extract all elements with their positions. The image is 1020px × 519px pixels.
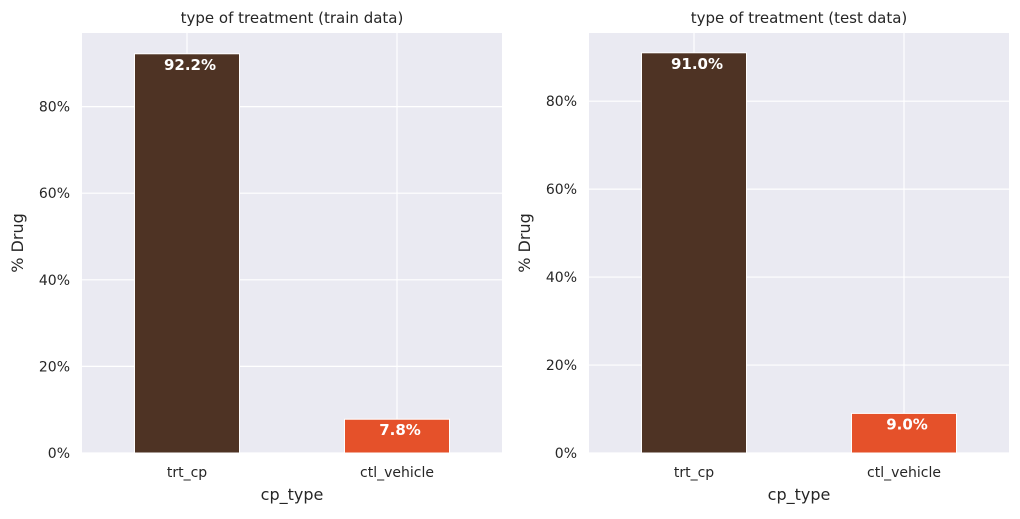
data-label: 9.0% [886, 415, 928, 433]
y-tick-label: 20% [546, 358, 577, 374]
y-tick-label: 0% [48, 446, 70, 462]
y-ticks-test: 0% 20% 40% 60% 80% [546, 94, 577, 462]
data-label: 91.0% [671, 55, 723, 73]
bar-trt-cp [641, 52, 747, 454]
bar-ctl-vehicle [851, 412, 957, 454]
x-ticks-train: trt_cp ctl_vehicle [167, 465, 434, 481]
y-tick-label: 0% [555, 446, 577, 462]
subplot-train: 0% 20% 40% 60% 80% trt_cp ctl_vehicle 92.2% 7.… [8, 9, 502, 505]
x-axis-label-train: cp_type [261, 485, 324, 505]
y-tick-label: 40% [39, 273, 70, 289]
y-tick-label: 60% [546, 182, 577, 198]
y-tick-label: 60% [39, 186, 70, 202]
y-tick-label: 40% [546, 270, 577, 286]
x-tick-label: trt_cp [674, 465, 714, 481]
bars-train [134, 53, 450, 454]
data-label: 7.8% [379, 421, 421, 439]
y-ticks-train: 0% 20% 40% 60% 80% [39, 100, 70, 462]
x-axis-label-test: cp_type [768, 485, 831, 505]
y-axis-label-train: % Drug [8, 213, 27, 272]
bar-ctl-vehicle [344, 418, 450, 454]
y-axis-label-test: % Drug [515, 213, 534, 272]
chart-title-train: type of treatment (train data) [181, 9, 404, 27]
x-tick-label: trt_cp [167, 465, 207, 481]
y-tick-label: 80% [39, 100, 70, 116]
bar-labels-train: 92.2% 7.8% [164, 56, 421, 439]
subplot-test: 0% 20% 40% 60% 80% trt_cp ctl_vehicle 91.0% 9.… [515, 9, 1009, 505]
bar-trt-cp [134, 53, 240, 454]
y-tick-label: 80% [546, 94, 577, 110]
data-label: 92.2% [164, 56, 216, 74]
x-tick-label: ctl_vehicle [360, 465, 434, 481]
y-tick-label: 20% [39, 359, 70, 375]
chart-title-test: type of treatment (test data) [691, 9, 908, 27]
x-tick-label: ctl_vehicle [867, 465, 941, 481]
bar-labels-test: 91.0% 9.0% [671, 55, 928, 434]
bars-test [641, 52, 957, 454]
x-ticks-test: trt_cp ctl_vehicle [674, 465, 941, 481]
